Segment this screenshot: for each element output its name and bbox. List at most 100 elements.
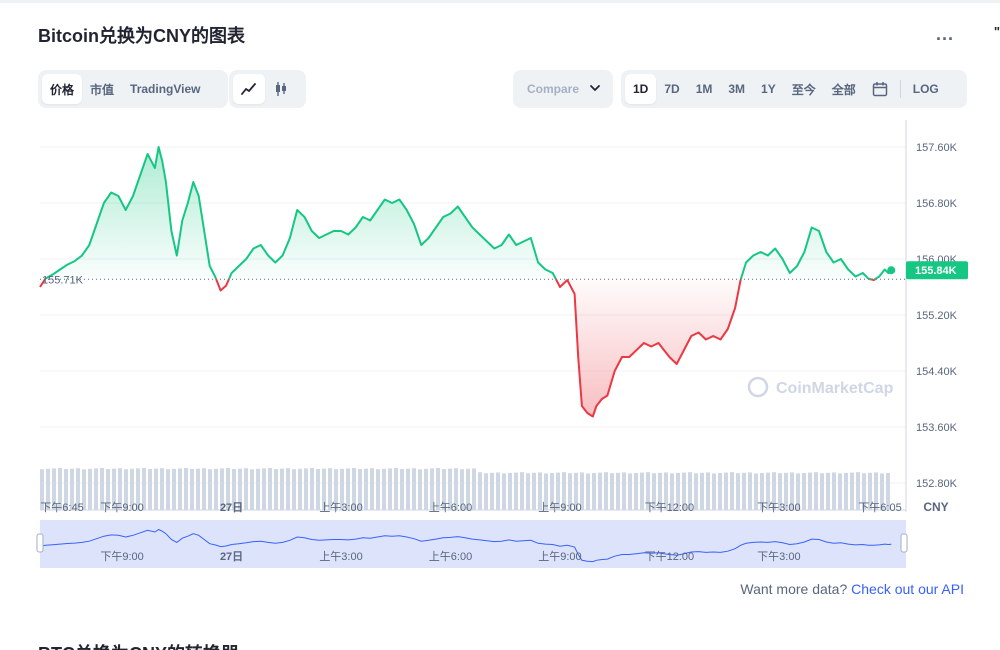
volume-bar [682,472,686,510]
volume-bar [730,472,734,510]
x-tick-label: 下午3:00 [757,501,800,514]
volume-bar [526,473,530,510]
volume-bar [808,472,812,510]
volume-bar [388,468,392,510]
api-link[interactable]: Check out our API [851,581,964,597]
volume-bar [274,469,278,510]
y-tick-label: 154.40K [916,366,958,378]
range-1m[interactable]: 1M [695,82,713,96]
price-chart[interactable]: CoinMarketCap 157.60K 156.80K 156.00K 155.2… [0,120,1000,580]
volume-bar [232,469,236,510]
tab-tradingview[interactable]: TradingView [130,82,201,96]
compare-dropdown[interactable]: Compare [513,70,613,108]
volume-bar [736,473,740,510]
volume-bar [760,473,764,510]
price-line [39,146,892,418]
volume-bar [358,469,362,510]
volume-bar [292,469,296,510]
volume-bar [112,468,116,510]
volume-bar [874,472,878,510]
range-1d[interactable]: 1D [625,74,657,104]
volume-bar [214,468,218,510]
volume-bar [160,468,164,510]
volume-bar [100,468,104,510]
volume-bar [238,468,242,510]
more-options-button[interactable]: ... [936,24,955,44]
volume-bar [310,468,314,510]
volume-bar [466,468,470,510]
volume-bar [304,468,308,510]
watermark-text: CoinMarketCap [776,380,894,397]
area-below-reference [40,279,875,417]
tab-price[interactable]: 价格 [42,74,83,104]
volume-bar [418,469,422,510]
volume-bar [856,472,860,510]
volume-bar [184,468,188,510]
coinmarketcap-watermark: CoinMarketCap [747,376,894,398]
grid-lines [40,120,907,512]
volume-bar [628,473,632,510]
navigator-tick-label: 下午12:00 [645,550,695,563]
volume-bar [124,469,128,510]
volume-bar [502,473,506,510]
volume-bar [334,469,338,510]
volume-bar [256,468,260,510]
volume-bar [250,469,254,510]
volume-bar [52,468,56,510]
volume-bar [400,469,404,510]
volume-bar [406,468,410,510]
volume-bar [298,468,302,510]
page-title: Bitcoin兑换为CNY的图表 [38,26,245,46]
price-chart-svg[interactable]: CoinMarketCap 157.60K156.80K156.00K155.2… [0,120,1000,580]
x-tick-label: 下午6:05 [858,501,901,514]
volume-bar [850,472,854,510]
volume-bar [64,469,68,510]
candlestick-button[interactable] [265,74,297,104]
range-1y[interactable]: 1Y [761,82,776,96]
volume-bar [262,468,266,510]
range-navigator[interactable]: 下午9:00 27日 上午3:00 上午6:00 上午9:00 下午12:00 下午3:00 [36,520,908,568]
volume-bar [280,468,284,510]
api-promo-text: Want more data? [740,581,848,597]
candlestick-icon [276,82,286,96]
navigator-left-handle[interactable] [36,533,44,553]
y-tick-label: 156.80K [916,198,958,210]
calendar-button[interactable] [864,74,896,104]
line-chart-button[interactable] [233,74,265,104]
range-divider [899,80,901,98]
x-tick-label: 上午6:00 [429,501,472,514]
volume-bar [538,472,542,510]
volume-bar [814,472,818,510]
navigator-right-handle[interactable] [900,533,908,553]
volume-bar [610,473,614,510]
volume-bar [448,468,452,510]
calendar-icon [872,82,887,97]
volume-bar [646,472,650,510]
y-tick-label: 153.60K [916,422,958,434]
navigator-line [39,528,892,563]
range-ytd[interactable]: 至今 [791,82,816,97]
range-all[interactable]: 全部 [831,82,856,97]
range-7d[interactable]: 7D [664,82,680,96]
volume-bar [394,468,398,510]
volume-bar [58,468,62,510]
volume-bar [40,469,44,510]
y-axis: 157.60K156.80K156.00K155.20K154.40K153.6… [916,142,958,490]
volume-bar [712,473,716,510]
tab-market-cap[interactable]: 市值 [90,82,115,97]
x-tick-label: 上午3:00 [319,501,362,514]
volume-bar [382,468,386,510]
log-scale-toggle[interactable]: LOG [912,82,939,96]
volume-bar [226,468,230,510]
volume-bar [88,468,92,510]
top-divider [0,0,1000,3]
volume-bar [460,469,464,510]
volume-bar [616,472,620,510]
area-above-reference [40,147,892,280]
volume-bar [694,473,698,510]
volume-bar [832,472,836,510]
range-3m[interactable]: 3M [728,82,746,96]
volume-bar [772,472,776,510]
volume-bar [514,472,518,510]
volume-bar [46,468,50,510]
